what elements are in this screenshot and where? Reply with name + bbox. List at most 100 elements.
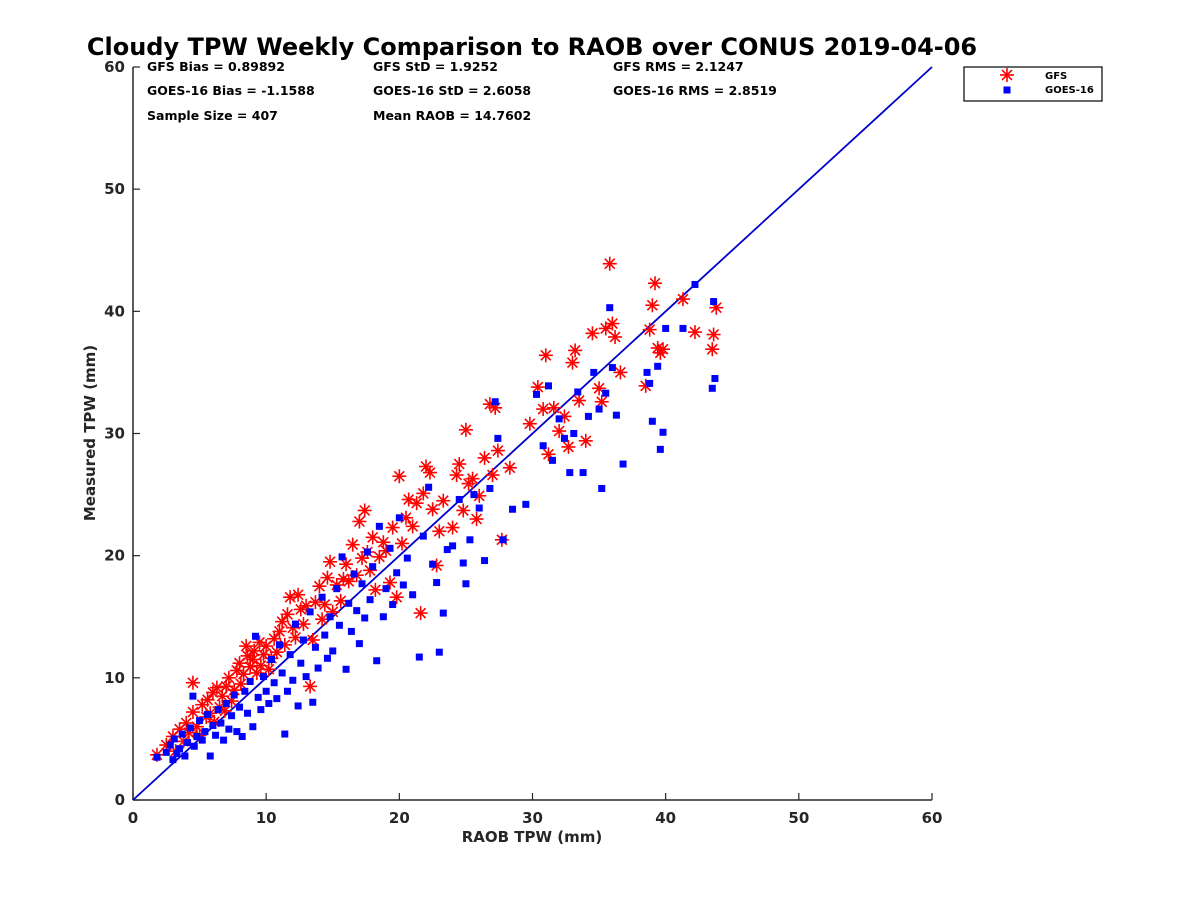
goes16-point (443, 546, 451, 554)
goes16-point (206, 752, 214, 760)
gfs-point (185, 705, 200, 720)
gfs-point (578, 433, 593, 448)
goes16-point (415, 653, 423, 661)
x-tick-label: 60 (922, 809, 943, 827)
goes16-point (190, 742, 198, 750)
goes16-point (273, 695, 281, 703)
goes16-point (321, 631, 329, 639)
goes16-point (643, 368, 651, 376)
goes16-point (347, 627, 355, 635)
x-tick-label: 40 (655, 809, 676, 827)
goes16-point (462, 580, 470, 588)
gfs-point (280, 607, 295, 622)
y-tick-label: 10 (104, 669, 125, 687)
goes16-point (222, 699, 230, 707)
goes16-point (345, 599, 353, 607)
goes16-point (176, 745, 184, 753)
goes16-point (169, 756, 177, 764)
goes16-point (619, 460, 627, 468)
gfs-point (458, 422, 473, 437)
goes16-point (270, 679, 278, 687)
gfs-point (449, 468, 464, 483)
goes16-point (230, 691, 238, 699)
goes16-point (353, 607, 361, 615)
goes16-point (590, 368, 598, 376)
goes16-point (403, 554, 411, 562)
goes16-point (244, 709, 252, 717)
goes16-point (267, 656, 275, 664)
goes16-point (470, 491, 478, 499)
goes16-point (214, 706, 222, 714)
goes16-point (491, 398, 499, 406)
goes16-point (656, 445, 664, 453)
goes16-point (249, 723, 257, 731)
goes16-point (602, 389, 610, 397)
gfs-point (613, 365, 628, 380)
gfs-point (642, 322, 657, 337)
goes16-point (196, 717, 204, 725)
gfs-point (394, 536, 409, 551)
goes16-point (217, 719, 225, 727)
gfs-point (465, 471, 480, 486)
gfs-point (291, 587, 306, 602)
goes16-point (278, 669, 286, 677)
goes16-point (584, 412, 592, 420)
stat-text: GFS Bias = 0.89892 (147, 59, 285, 74)
gfs-point (312, 579, 327, 594)
goes16-point (425, 483, 433, 491)
gfs-point (409, 496, 424, 511)
goes16-point (193, 732, 201, 740)
goes16-point (475, 504, 483, 512)
gfs-point (303, 679, 318, 694)
goes16-point (409, 591, 417, 599)
goes16-point (225, 725, 233, 733)
goes16-point (433, 579, 441, 587)
goes16-point (228, 712, 236, 720)
x-tick-label: 0 (128, 809, 138, 827)
y-tick-label: 40 (104, 302, 125, 320)
gfs-series (149, 256, 724, 762)
stat-text: GOES-16 RMS = 2.8519 (613, 83, 777, 98)
goes16-point (184, 739, 192, 747)
gfs-point (200, 692, 215, 707)
goes16-point (329, 647, 337, 655)
gfs-point (405, 519, 420, 534)
one-to-one-line (132, 66, 933, 801)
goes16-point (711, 375, 719, 383)
gfs-point (687, 325, 702, 340)
goes16-point (170, 735, 178, 743)
goes16-point (286, 651, 294, 659)
gfs-point (425, 502, 440, 517)
goes16-series (153, 280, 719, 764)
gfs-point (345, 537, 360, 552)
goes16-point (212, 731, 220, 739)
goes16-point (429, 560, 437, 568)
goes16-point (254, 693, 262, 701)
goes16-point (311, 643, 319, 651)
goes16-point (358, 580, 366, 588)
gfs-legend-asterisk (1000, 68, 1014, 82)
gfs-point (656, 342, 671, 357)
goes16-point (252, 632, 260, 640)
goes16-point (389, 601, 397, 609)
goes16-point (302, 673, 310, 681)
x-tick-label: 30 (522, 809, 543, 827)
gfs-point (675, 292, 690, 307)
stat-text: GOES-16 StD = 2.6058 (373, 83, 531, 98)
x-tick-label: 20 (389, 809, 410, 827)
goes16-point (574, 388, 582, 396)
goes16-point (481, 557, 489, 565)
goes16-point (598, 484, 606, 492)
gfs-point (357, 503, 372, 518)
gfs-point (452, 457, 467, 472)
gfs-point (605, 316, 620, 331)
gfs-point (538, 348, 553, 363)
legend-gfs-marker (1000, 68, 1014, 82)
goes16-point (314, 664, 322, 672)
goes16-point (679, 324, 687, 332)
gfs-point (341, 574, 356, 589)
legend-gfs-label: GFS (1045, 71, 1067, 82)
gfs-point (490, 443, 505, 458)
gfs-point (365, 530, 380, 545)
